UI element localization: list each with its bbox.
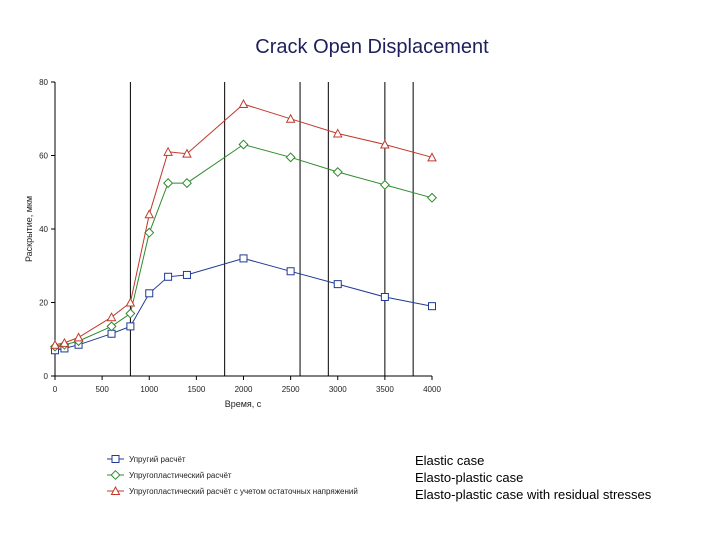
chart-title: Crack Open Displacement: [255, 36, 489, 58]
x-tick-label: 4000: [423, 385, 441, 394]
legend-entry-triangle: Упругопластический расчёт с учетом остат…: [129, 487, 358, 496]
data-point-diamond: [181, 178, 192, 189]
x-tick-label: 3500: [376, 385, 394, 394]
legend-entry-diamond: Упругопластический расчёт: [129, 471, 232, 480]
data-point-diamond: [106, 321, 117, 332]
x-tick-label: 0: [53, 385, 58, 394]
data-point-square: [428, 302, 436, 311]
legend-swatch-marker: [110, 469, 121, 481]
legend: Упругий расчёт Упругопластический расчёт У…: [107, 455, 358, 496]
data-point-triangle: [427, 152, 437, 162]
data-point-square: [380, 292, 389, 301]
x-tick-label: 500: [95, 385, 109, 394]
legend-translations: Elastic case Elasto-plastic case Elasto-…: [415, 453, 652, 502]
data-point-diamond: [332, 167, 343, 178]
series-triangle: [50, 98, 437, 349]
x-tick-label: 1500: [187, 385, 205, 394]
data-point-square: [182, 270, 191, 279]
data-point-diamond: [426, 192, 438, 203]
y-ticks: 0 20 40 60 80: [39, 78, 55, 381]
y-tick-label: 60: [39, 152, 48, 161]
y-tick-label: 0: [44, 372, 49, 381]
data-point-triangle: [73, 332, 84, 342]
data-point-triangle: [380, 139, 390, 149]
translation-elasto-plastic-residual: Elasto-plastic case with residual stress…: [415, 487, 652, 502]
series-layer: [49, 98, 438, 355]
y-tick-label: 40: [39, 225, 48, 234]
data-point-square: [164, 272, 173, 281]
data-point-diamond: [238, 139, 249, 150]
data-point-diamond: [163, 178, 174, 189]
data-point-triangle: [144, 209, 155, 219]
y-tick-label: 20: [39, 299, 48, 308]
x-tick-label: 3000: [329, 385, 347, 394]
data-point-triangle: [285, 113, 296, 123]
data-point-triangle: [106, 312, 117, 322]
data-point-square: [126, 322, 135, 331]
data-point-triangle: [332, 128, 343, 138]
translation-elastic: Elastic case: [415, 453, 484, 468]
legend-entry-square: Упругий расчёт: [129, 455, 186, 464]
legend-swatch-marker: [111, 455, 120, 463]
data-point-square: [286, 267, 295, 276]
data-point-diamond: [144, 227, 155, 238]
data-point-diamond: [125, 308, 136, 319]
data-point-diamond: [379, 179, 390, 190]
data-point-diamond: [285, 152, 296, 163]
legend-swatch-marker: [110, 485, 121, 495]
data-point-triangle: [50, 339, 60, 349]
data-point-triangle: [125, 297, 136, 307]
x-tick-label: 1000: [140, 385, 158, 394]
y-tick-label: 80: [39, 78, 48, 87]
data-point-triangle: [182, 148, 192, 158]
x-tick-label: 2000: [235, 385, 253, 394]
data-point-triangle: [238, 98, 249, 109]
data-point-square: [239, 254, 248, 263]
data-point-square: [145, 289, 154, 298]
translation-elasto-plastic: Elasto-plastic case: [415, 470, 523, 485]
x-ticks: 0 500 1000 1500 2000 2500 3000 3500 4000: [53, 376, 441, 394]
vertical-reference-lines: [129, 82, 414, 376]
data-point-triangle: [163, 146, 173, 156]
y-axis-label: Раскрытие, мкм: [24, 196, 34, 262]
data-point-triangle: [59, 337, 70, 347]
x-axis-label: Время, с: [225, 399, 262, 409]
data-point-square: [333, 280, 342, 289]
x-tick-label: 2500: [282, 385, 300, 394]
plot-area: 0 500 1000 1500 2000 2500 3000 3500 4000 0 20 40 60…: [39, 78, 441, 394]
series-square: [51, 254, 436, 355]
